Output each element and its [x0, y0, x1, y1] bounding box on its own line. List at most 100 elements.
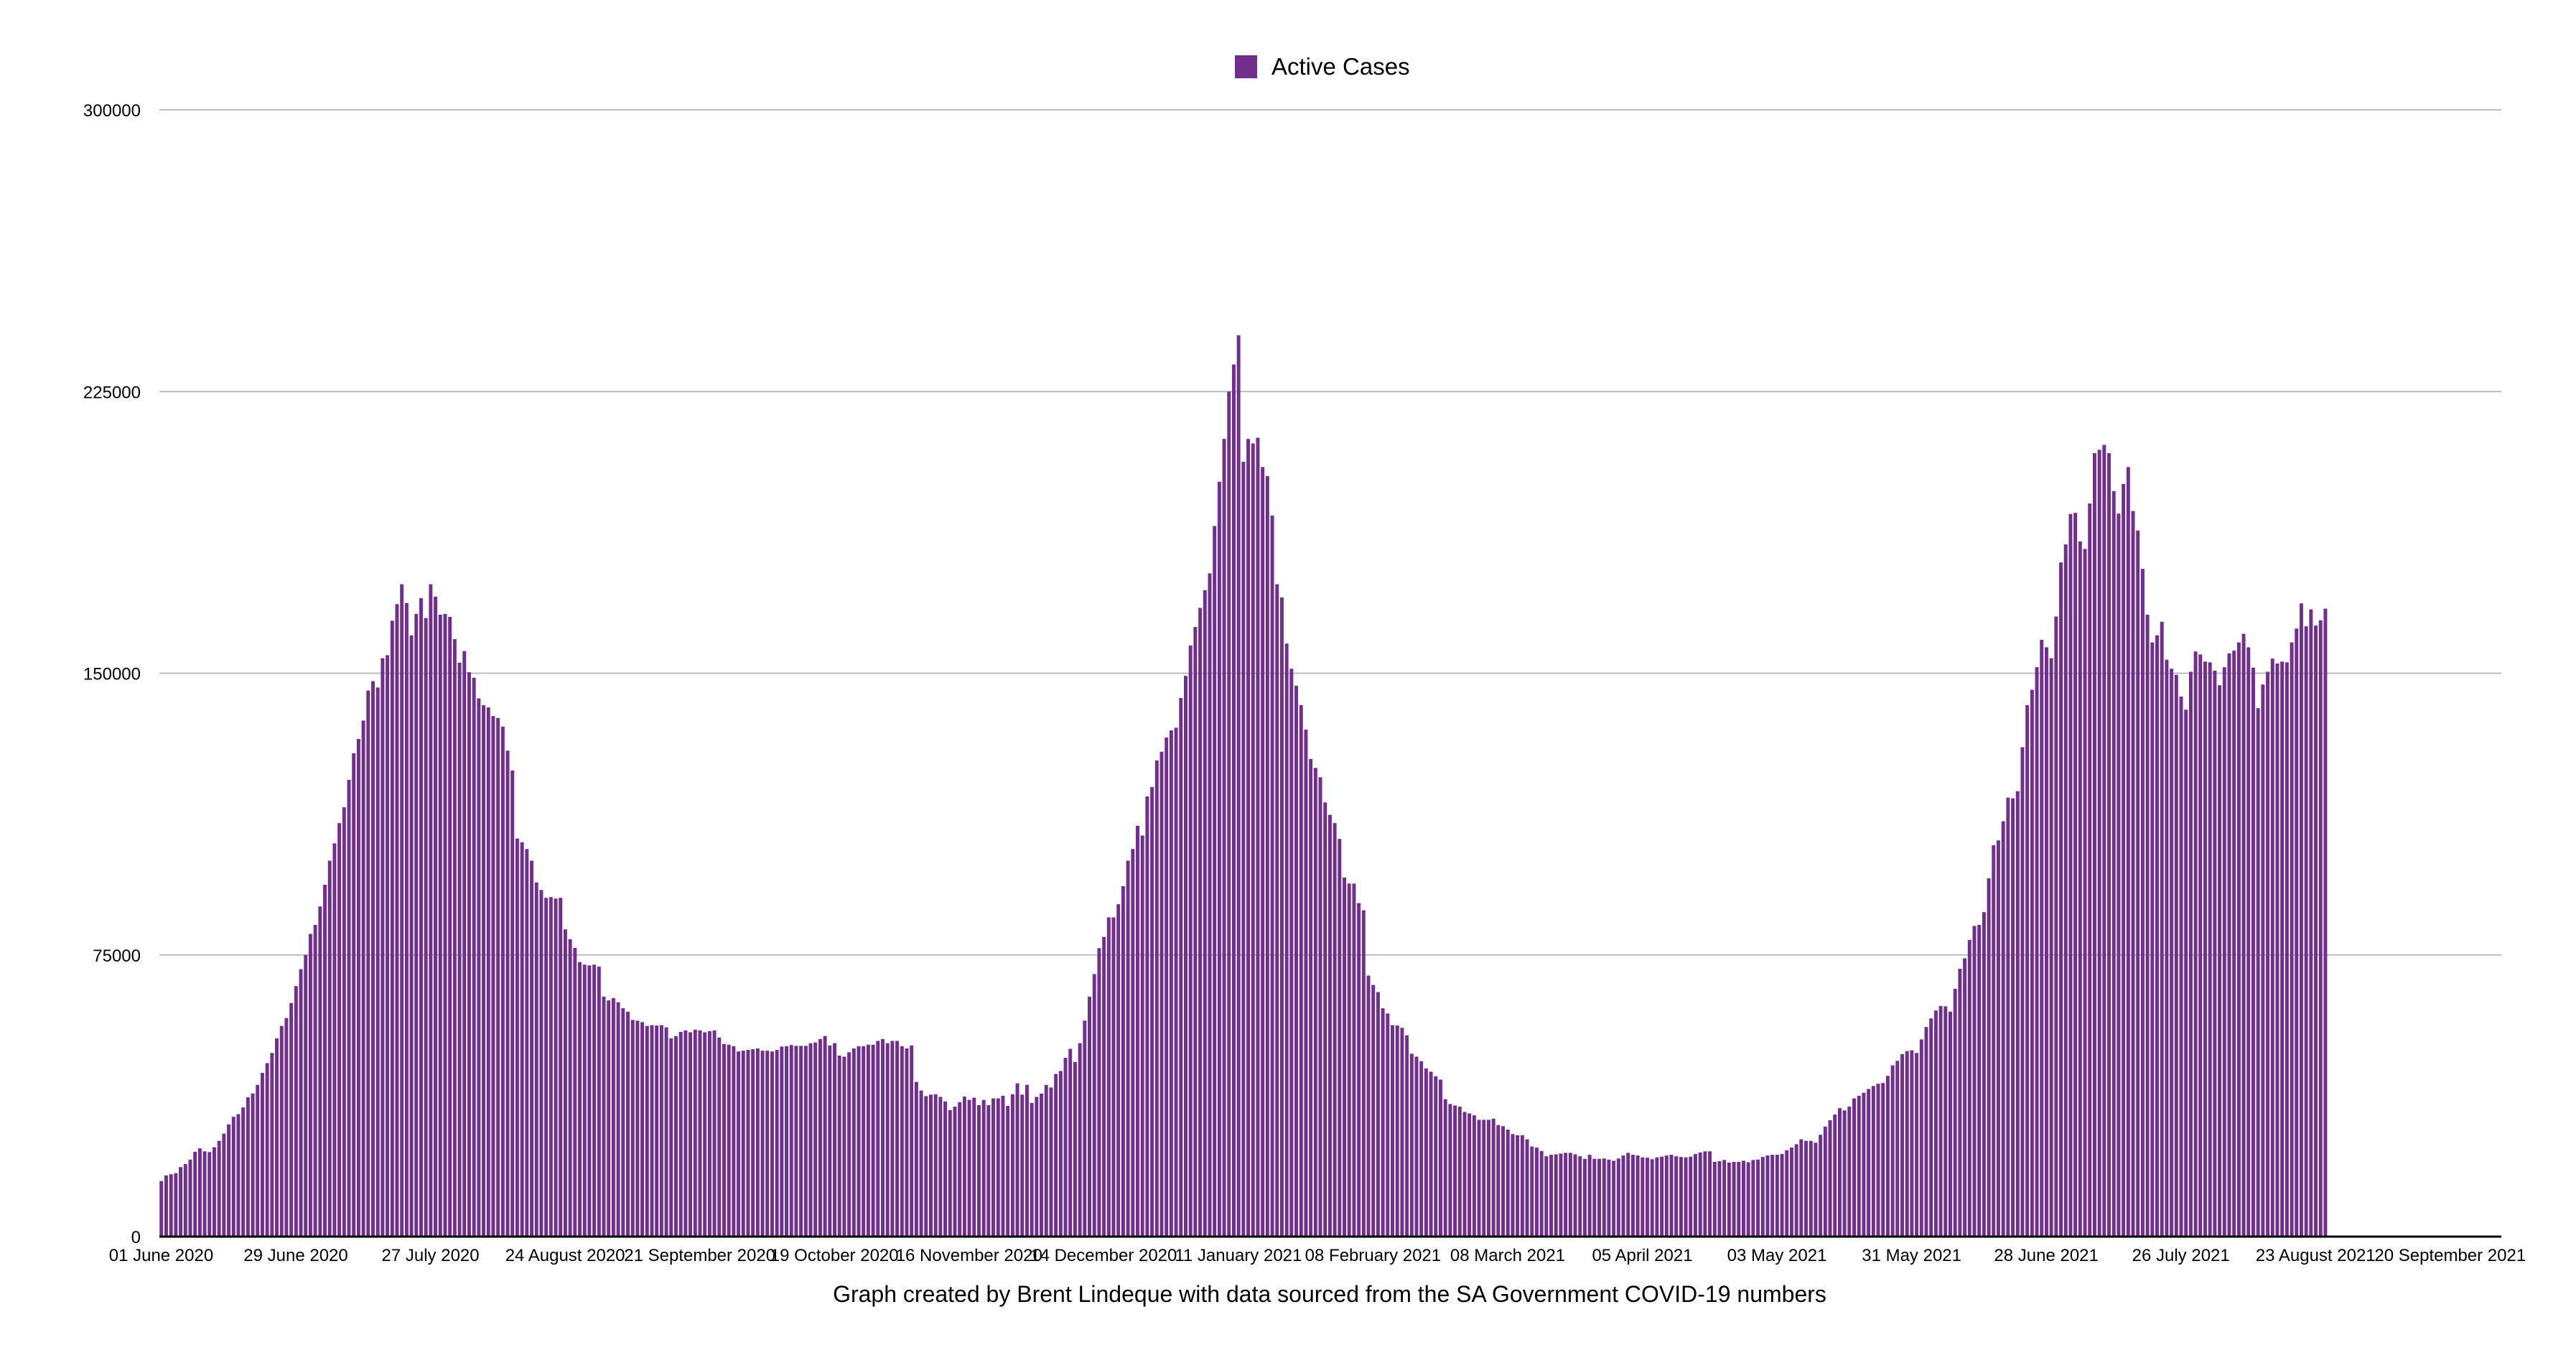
bar: [381, 658, 385, 1237]
bar: [1972, 926, 1977, 1237]
bar: [477, 698, 481, 1237]
bar: [2299, 603, 2303, 1237]
bar: [429, 584, 433, 1237]
bar: [1439, 1079, 1442, 1237]
bar: [1381, 1008, 1385, 1237]
bar: [1116, 904, 1121, 1237]
bar: [2198, 654, 2203, 1237]
bar: [1871, 1086, 1875, 1237]
bar: [1126, 860, 1130, 1237]
bar: [1078, 1043, 1082, 1237]
bar: [890, 1041, 895, 1237]
bar: [1376, 992, 1380, 1237]
bar: [1530, 1146, 1534, 1237]
bar: [1881, 1083, 1885, 1237]
bar: [549, 897, 553, 1237]
bar: [828, 1045, 832, 1237]
bar: [231, 1117, 235, 1237]
bar: [578, 962, 582, 1237]
bar: [452, 638, 457, 1237]
bar: [1602, 1158, 1606, 1237]
bar: [1097, 948, 1101, 1237]
bar: [304, 954, 308, 1237]
bar: [2140, 569, 2145, 1237]
bar: [943, 1101, 948, 1237]
bar: [1669, 1154, 1674, 1237]
bar: [1145, 796, 1149, 1237]
bar: [1573, 1154, 1577, 1237]
bar: [1371, 985, 1376, 1237]
bar: [318, 906, 322, 1237]
bar: [1741, 1160, 1745, 1237]
bar: [1467, 1113, 1472, 1237]
bar: [1333, 823, 1337, 1237]
bar: [655, 1025, 659, 1237]
bar: [197, 1148, 202, 1237]
bar: [818, 1038, 822, 1237]
bar: [308, 934, 312, 1237]
bar: [1150, 786, 1154, 1237]
bar: [630, 1020, 635, 1237]
bar: [737, 1051, 741, 1237]
bar: [1453, 1105, 1457, 1237]
bar: [525, 849, 529, 1237]
bar: [1213, 526, 1217, 1237]
bar: [2218, 685, 2222, 1237]
bar: [371, 681, 375, 1237]
bar: [1674, 1156, 1679, 1237]
bar: [217, 1140, 221, 1237]
bar: [1102, 936, 1106, 1237]
bar: [1765, 1155, 1770, 1237]
bar: [1780, 1153, 1784, 1237]
bar: [1746, 1162, 1750, 1237]
bar: [1516, 1135, 1520, 1237]
bar: [857, 1046, 861, 1237]
bar: [313, 924, 317, 1237]
bar: [1635, 1155, 1640, 1237]
bar: [1760, 1157, 1765, 1237]
bar: [1582, 1158, 1587, 1237]
y-tick-label: 0: [131, 1228, 141, 1247]
bar: [1847, 1107, 1852, 1237]
bar: [1770, 1154, 1775, 1237]
bar: [1159, 751, 1164, 1237]
x-tick-label: 19 October 2020: [770, 1246, 899, 1265]
x-tick-label: 03 May 2021: [1727, 1246, 1827, 1265]
bar: [2188, 671, 2193, 1237]
bar: [1890, 1065, 1895, 1237]
bar: [1304, 729, 1308, 1237]
bar: [842, 1056, 846, 1237]
bar: [1919, 1039, 1923, 1237]
bar: [1982, 912, 1986, 1237]
bar: [905, 1048, 909, 1237]
bar: [1977, 924, 1982, 1237]
bar: [2150, 642, 2155, 1237]
bar: [1020, 1094, 1025, 1237]
bar: [938, 1097, 943, 1237]
bar: [929, 1094, 933, 1237]
bar: [602, 996, 606, 1237]
bar: [755, 1048, 760, 1237]
bar: [1943, 1006, 1948, 1237]
bar: [2280, 661, 2285, 1237]
bar: [914, 1081, 918, 1237]
bar: [2083, 549, 2087, 1237]
bar: [241, 1107, 246, 1237]
x-tick-label: 21 September 2020: [624, 1246, 775, 1265]
bar: [1987, 878, 1991, 1237]
bar: [404, 603, 409, 1237]
bar: [1063, 1058, 1068, 1237]
bar: [1501, 1126, 1506, 1237]
bar: [222, 1133, 226, 1237]
bar: [2102, 445, 2106, 1237]
bar: [669, 1038, 673, 1237]
bar: [323, 884, 327, 1237]
bar: [1905, 1051, 1909, 1237]
bar: [1203, 590, 1207, 1237]
bar: [1689, 1156, 1693, 1237]
bar: [1578, 1156, 1582, 1237]
bar: [2314, 625, 2318, 1237]
bar: [1400, 1028, 1404, 1237]
bar: [587, 965, 592, 1237]
bar: [2174, 674, 2178, 1237]
